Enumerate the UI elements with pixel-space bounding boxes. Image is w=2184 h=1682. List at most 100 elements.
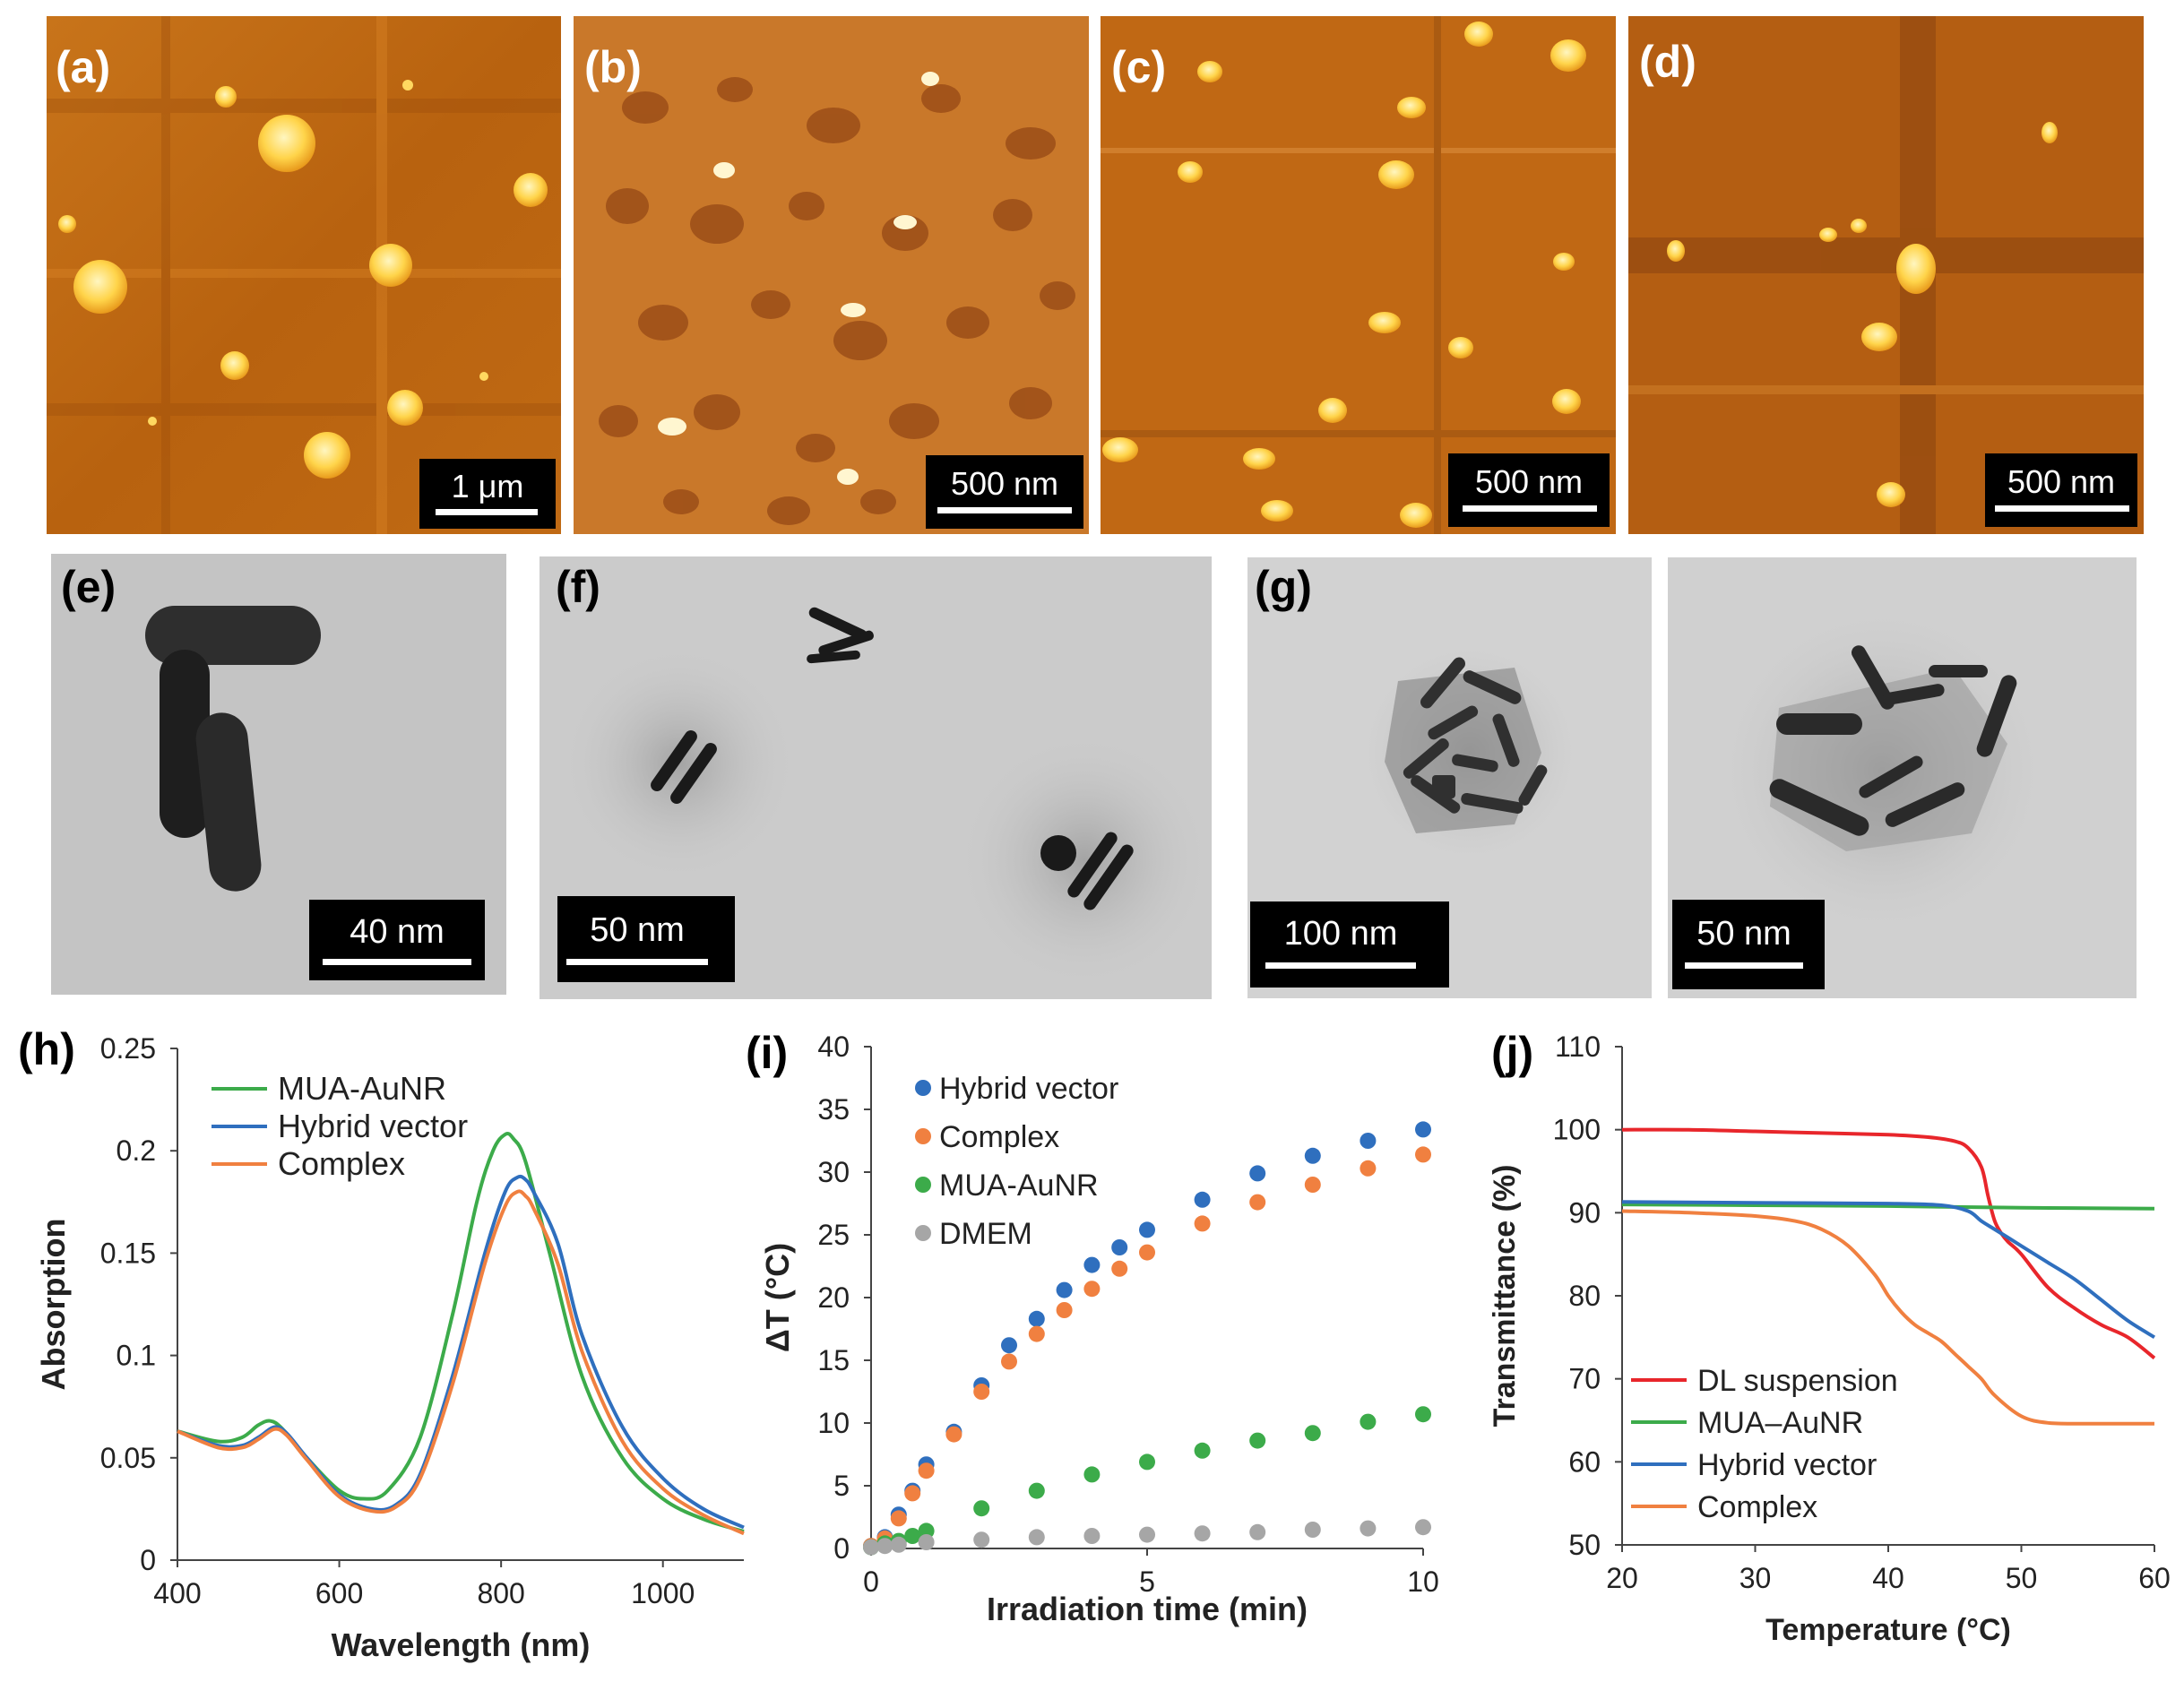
scalebar-label-a: 1 μm: [452, 468, 524, 505]
data-point-i-complex: [918, 1462, 935, 1479]
y-tick-label-h: 0: [140, 1544, 156, 1576]
legend-swatch-i: [915, 1128, 931, 1144]
panel-label-b: (b): [584, 42, 642, 92]
data-point-i-complex: [1111, 1260, 1128, 1277]
data-point-i-mua-aunr: [1194, 1442, 1211, 1459]
panel-f: (f) 50 nm: [540, 556, 1212, 999]
data-point-i-dmem: [1028, 1529, 1045, 1546]
x-tick-label-h: 600: [315, 1577, 363, 1609]
panel-label-c: (c): [1111, 42, 1166, 92]
data-point-i-hybrid-vector: [1194, 1191, 1211, 1208]
panel-e: (e) 40 nm: [51, 554, 506, 995]
series-line-h-hybrid-vector: [177, 1174, 745, 1530]
scalebar-f: [566, 959, 708, 965]
data-point-i-dmem: [1249, 1523, 1266, 1540]
data-point-i-complex: [1194, 1215, 1211, 1232]
scalebar-box-g-zoom: [1672, 900, 1825, 989]
scalebar-box-a: [419, 459, 556, 529]
y-tick-label-i: 40: [817, 1031, 850, 1063]
data-point-i-mua-aunr: [1415, 1406, 1431, 1423]
afm-image-a: [47, 16, 561, 534]
scalebar-b: [937, 507, 1072, 513]
data-point-i-dmem: [918, 1534, 935, 1550]
nanorods-g-zoom: [1769, 645, 2017, 836]
legend-label-h: MUA-AuNR: [278, 1070, 446, 1107]
data-point-i-complex: [1083, 1281, 1101, 1298]
chart-photothermal-heating: (i) 0 5 10 15 20 25 30 35 40 0 5 10 Irradiation time …: [746, 1028, 1439, 1627]
data-point-i-dmem: [876, 1538, 893, 1555]
legend-label-h: Hybrid vector: [278, 1108, 468, 1144]
afm-particles-c: [1102, 22, 1586, 528]
y-tick-label-j: 100: [1553, 1114, 1601, 1146]
data-point-i-mua-aunr: [918, 1522, 935, 1540]
legend-label-i: MUA-AuNR: [939, 1169, 1099, 1203]
scalebar-label-f: 50 nm: [590, 911, 685, 949]
scalebar-label-c: 500 nm: [1475, 463, 1583, 500]
series-line-j-complex: [1621, 1209, 2155, 1426]
data-point-i-complex: [1056, 1302, 1073, 1318]
panel-g: (g) 100 nm: [1247, 557, 1652, 998]
afm-image-d: [1628, 16, 2144, 534]
y-axis-title-i: ΔT (°C): [759, 1243, 796, 1352]
scalebar-c: [1463, 505, 1597, 512]
scalebar-box-b: [926, 455, 1083, 529]
scalebar-d: [1995, 505, 2129, 512]
y-tick-label-h: 0.2: [117, 1134, 156, 1167]
scalebar-label-b: 500 nm: [951, 465, 1058, 502]
scalebar-box-d: [1985, 453, 2137, 527]
afm-stripes-c: [1101, 16, 1616, 534]
data-point-i-hybrid-vector: [1028, 1310, 1045, 1327]
y-tick-label-i: 25: [817, 1219, 850, 1251]
data-point-i-dmem: [1139, 1526, 1155, 1543]
data-point-i-hybrid-vector: [1111, 1239, 1128, 1255]
y-tick-label-j: 80: [1568, 1280, 1601, 1312]
y-tick-label-i: 10: [817, 1407, 850, 1439]
afm-image-c: [1101, 16, 1616, 534]
data-point-i-mua-aunr: [1304, 1425, 1321, 1442]
scalebar-g-zoom: [1685, 962, 1803, 969]
data-point-i-complex: [904, 1485, 921, 1502]
scalebar-box-e: [309, 900, 485, 980]
x-tick-label-j: 30: [1739, 1562, 1772, 1594]
afm-particles-b: [658, 72, 939, 485]
legend-swatch-i: [915, 1177, 931, 1193]
chart-transmittance: (j) 50 60 70 80 90 100 110 20 30 40 50 60 Temperature…: [1488, 1028, 2171, 1647]
data-point-i-mua-aunr: [904, 1528, 921, 1544]
data-point-i-complex: [1139, 1244, 1155, 1261]
x-tick-label-j: 20: [1606, 1562, 1638, 1594]
y-tick-label-h: 0.05: [100, 1442, 156, 1474]
y-tick-label-j: 70: [1568, 1363, 1601, 1395]
afm-particles-d: [1667, 122, 2058, 507]
x-tick-label-h: 800: [477, 1577, 524, 1609]
data-point-i-mua-aunr: [1083, 1466, 1101, 1483]
x-tick-label-i: 10: [1407, 1566, 1439, 1598]
data-point-i-mua-aunr: [1028, 1482, 1045, 1499]
panel-d: (d) 500 nm: [1628, 16, 2144, 534]
y-tick-label-h: 0.1: [117, 1340, 156, 1372]
y-tick-label-i: 35: [817, 1093, 850, 1126]
x-tick-label-h: 400: [153, 1577, 201, 1609]
data-point-i-dmem: [1304, 1522, 1321, 1538]
scalebar-label-g-zoom: 50 nm: [1696, 915, 1791, 953]
tem-halo-f2: [959, 735, 1210, 986]
data-point-i-mua-aunr: [1249, 1432, 1266, 1449]
data-point-i-complex: [973, 1384, 990, 1400]
x-tick-label-j: 40: [1872, 1562, 1904, 1594]
x-tick-label-j: 60: [2138, 1562, 2171, 1594]
x-axis-title-h: Wavelength (nm): [332, 1626, 591, 1663]
data-point-i-complex: [1304, 1177, 1321, 1193]
legend-label-j: MUA–AuNR: [1697, 1406, 1863, 1440]
panel-label-i: (i): [746, 1028, 788, 1078]
x-tick-label-h: 1000: [631, 1577, 695, 1609]
data-point-i-dmem: [1360, 1520, 1377, 1537]
legend-label-h: Complex: [278, 1145, 405, 1182]
series-line-h-mua-aunr: [177, 1131, 745, 1533]
data-point-i-hybrid-vector: [1249, 1165, 1266, 1182]
data-point-i-hybrid-vector: [1083, 1256, 1101, 1273]
data-point-i-dmem: [863, 1539, 879, 1556]
x-axis-title-i: Irradiation time (min): [987, 1591, 1308, 1627]
panel-label-e: (e): [61, 562, 116, 612]
y-tick-label-i: 15: [817, 1344, 850, 1376]
data-point-i-complex: [1001, 1353, 1017, 1370]
